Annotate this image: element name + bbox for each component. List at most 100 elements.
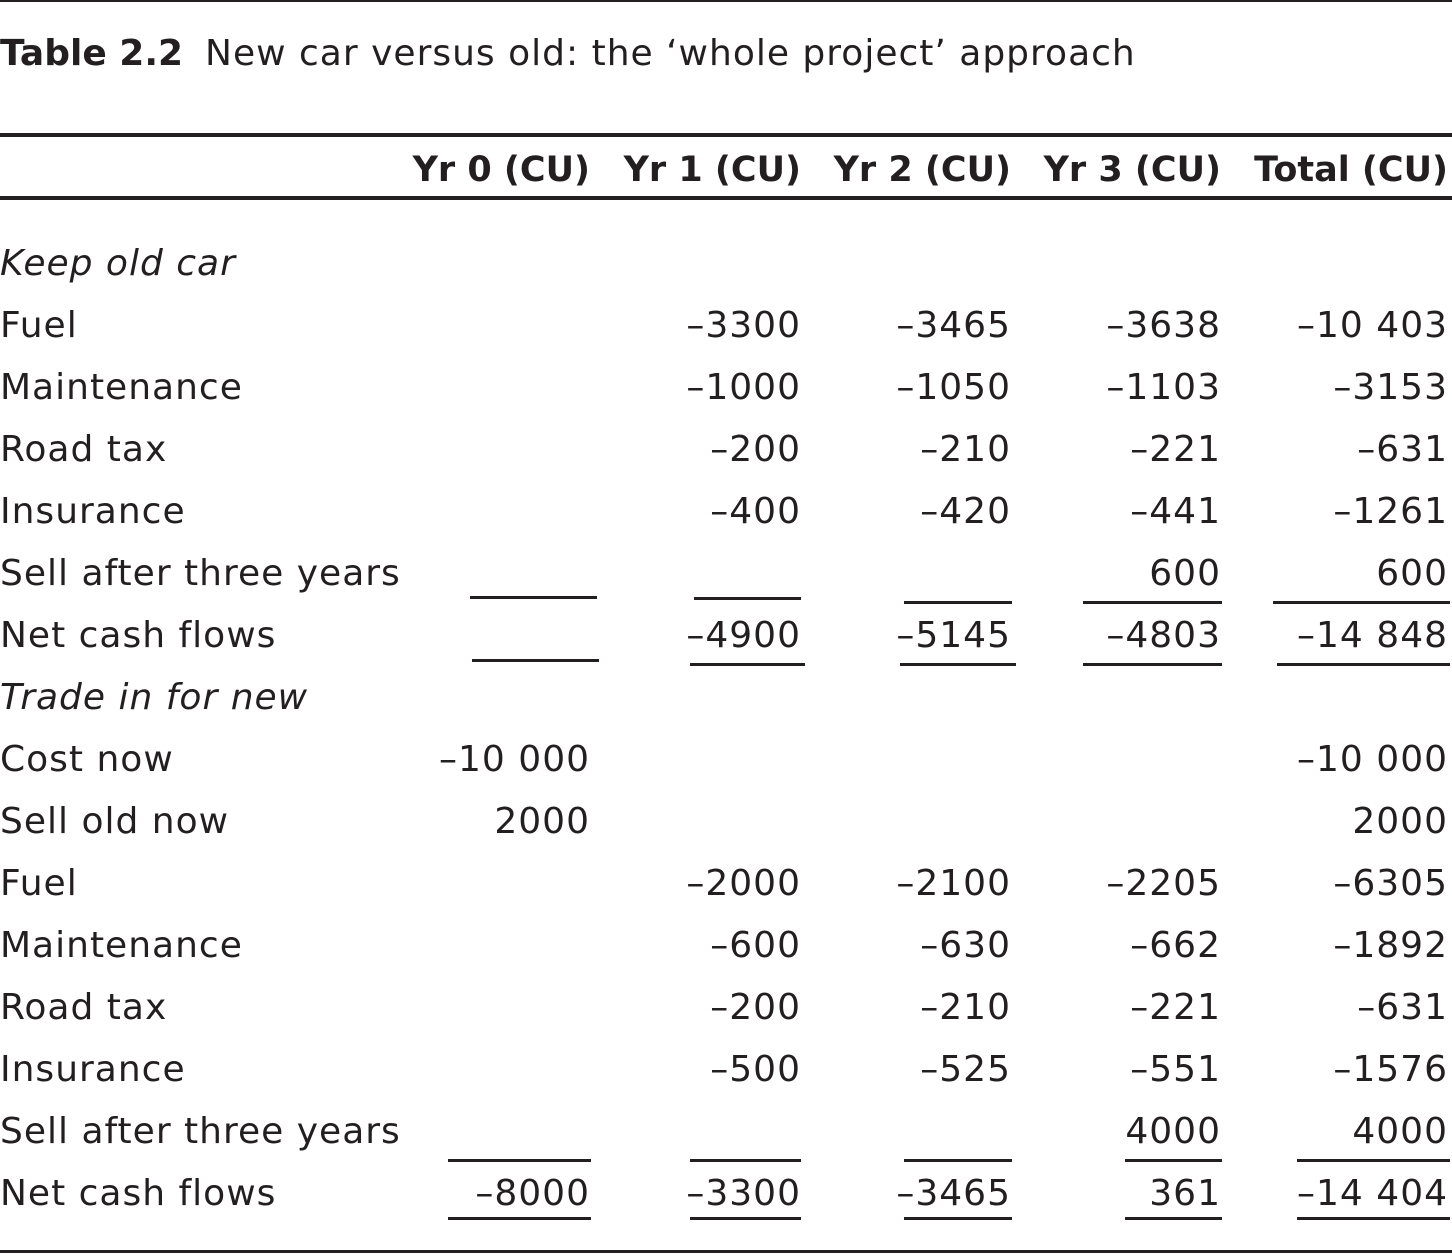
row-label: Maintenance [0,367,243,408]
table-row: Cost now –10 000 –10 000 [0,729,1452,791]
sum-rule [470,596,597,599]
cell-total: –1892 [1333,925,1448,966]
table-caption: Table 2.2 New car versus old: the ‘whole … [0,30,1136,78]
cell-yr3: 361 [1149,1173,1221,1214]
table-number: Table 2.2 [0,33,184,74]
cell-yr3: –221 [1130,987,1221,1028]
total-rule [690,1217,801,1220]
table-row: Maintenance –1000 –1050 –1103 –3153 [0,357,1452,419]
cell-yr1: –2000 [686,863,801,904]
cell-total: 4000 [1352,1111,1448,1152]
row-label: Sell after three years [0,553,401,594]
cell-yr2: –420 [920,491,1011,532]
cell-total: –3153 [1333,367,1448,408]
table-row: Road tax –200 –210 –221 –631 [0,977,1452,1039]
sum-rule [904,601,1012,604]
cell-yr3: –221 [1130,429,1221,470]
sum-rule [1297,1159,1450,1162]
table-header-row: Yr 0 (CU) Yr 1 (CU) Yr 2 (CU) Yr 3 (CU) … [0,144,1452,196]
cell-yr2: –5145 [896,615,1011,656]
table-row: Sell old now 2000 2000 [0,791,1452,853]
table-row: Insurance –500 –525 –551 –1576 [0,1039,1452,1101]
cell-total: –14 848 [1297,615,1448,656]
total-rule [1125,1217,1222,1220]
cell-total: 2000 [1352,801,1448,842]
total-rule [900,663,1016,666]
cell-yr2: –3465 [896,305,1011,346]
row-label: Fuel [0,305,78,346]
sum-rule [1273,601,1450,604]
cell-yr1: –400 [710,491,801,532]
table-row: Sell after three years 600 600 [0,543,1452,605]
cell-yr1: –600 [710,925,801,966]
cell-yr1: –200 [710,987,801,1028]
cell-yr3: –551 [1130,1049,1221,1090]
cell-total: –1261 [1333,491,1448,532]
cell-yr2: –630 [920,925,1011,966]
section-heading-row: Trade in for new [0,667,1452,729]
total-rule [1277,663,1450,666]
cell-total: –631 [1357,987,1448,1028]
cell-yr1: –1000 [686,367,801,408]
total-rule [472,659,599,662]
table-row: Insurance –400 –420 –441 –1261 [0,481,1452,543]
cell-yr3: –4803 [1106,615,1221,656]
row-label: Cost now [0,739,174,780]
section-label-trade-in-for-new: Trade in for new [0,677,309,718]
cell-total: –631 [1357,429,1448,470]
total-rule [904,1217,1012,1220]
cell-yr2: –525 [920,1049,1011,1090]
row-label: Insurance [0,491,186,532]
sum-rule [904,1159,1012,1162]
sum-rule [694,597,801,600]
table-row-net-cash-flows: Net cash flows –4900 –5145 –4803 –14 848 [0,605,1452,667]
cell-total: 600 [1376,553,1448,594]
cell-yr2: –210 [920,429,1011,470]
row-label: Sell after three years [0,1111,401,1152]
sum-rule [448,1159,591,1162]
cell-yr3: –1103 [1106,367,1221,408]
table-row: Fuel –2000 –2100 –2205 –6305 [0,853,1452,915]
cell-yr3: 600 [1149,553,1221,594]
cell-yr1: –3300 [686,1173,801,1214]
cell-yr1: –200 [710,429,801,470]
col-header-yr2: Yr 2 (CU) [833,150,1011,190]
cell-total: –1576 [1333,1049,1448,1090]
table-row-net-cash-flows: Net cash flows –8000 –3300 –3465 361 –14… [0,1163,1452,1225]
cell-yr0: 2000 [494,801,590,842]
col-header-total: Total (CU) [1254,150,1448,190]
row-label: Road tax [0,987,168,1028]
cell-yr3: –3638 [1106,305,1221,346]
row-label: Road tax [0,429,168,470]
cell-yr2: –1050 [896,367,1011,408]
cell-yr3: 4000 [1125,1111,1221,1152]
sum-rule [1083,601,1222,604]
table-title: New car versus old: the ‘whole project’ … [205,33,1136,74]
cell-yr3: –662 [1130,925,1221,966]
top-border [0,0,1452,2]
table-row: Sell after three years 4000 4000 [0,1101,1452,1163]
cell-yr0: –8000 [475,1173,590,1214]
section-label-keep-old-car: Keep old car [0,243,236,284]
table-row: Maintenance –600 –630 –662 –1892 [0,915,1452,977]
table-row: Fuel –3300 –3465 –3638 –10 403 [0,295,1452,357]
table-row: Road tax –200 –210 –221 –631 [0,419,1452,481]
cell-yr2: –2100 [896,863,1011,904]
total-rule [690,663,805,666]
cell-yr1: –500 [710,1049,801,1090]
cell-yr1: –3300 [686,305,801,346]
total-rule [1297,1217,1450,1220]
cell-yr3: –441 [1130,491,1221,532]
row-label: Net cash flows [0,1173,277,1214]
table-bottom-rule [0,1250,1452,1253]
header-top-rule [0,133,1452,137]
row-label: Insurance [0,1049,186,1090]
sum-rule [1125,1159,1222,1162]
cell-total: –6305 [1333,863,1448,904]
cell-yr3: –2205 [1106,863,1221,904]
col-header-yr1: Yr 1 (CU) [623,150,801,190]
sum-rule [690,1159,801,1162]
header-bottom-rule [0,196,1452,200]
col-header-yr3: Yr 3 (CU) [1043,150,1221,190]
row-label: Sell old now [0,801,230,842]
